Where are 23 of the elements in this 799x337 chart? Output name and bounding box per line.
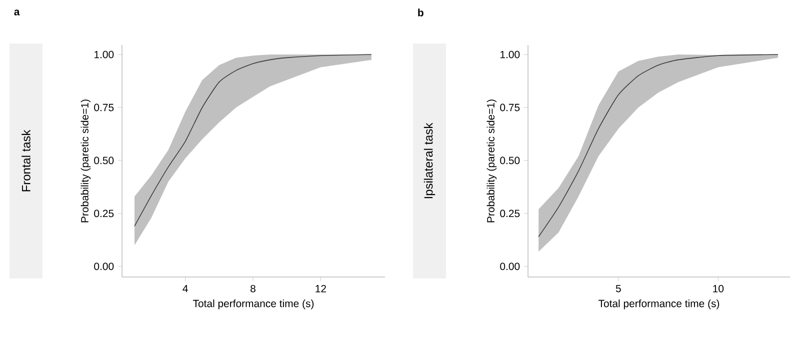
- y-tick-label: 0.00: [94, 262, 114, 270]
- x-axis-title: Total performance time (s): [598, 300, 720, 310]
- y-axis-title: Probability (paretic side=1): [486, 100, 497, 222]
- x-tick-label: 4: [182, 284, 188, 292]
- text: Frontal task: [22, 130, 30, 192]
- y-tick-label: 0.25: [500, 210, 520, 218]
- y-axis-title: Probability (paretic side=1): [80, 100, 91, 222]
- y-tick-label: 0.50: [94, 156, 114, 164]
- y-tick-label: 1.00: [94, 50, 114, 58]
- x-tick-label: 12: [316, 284, 326, 292]
- x-tick-label: 10: [713, 284, 724, 292]
- y-tick-label: 0.75: [94, 104, 114, 112]
- y-tick-label: 1.00: [500, 50, 520, 58]
- text: Ipsilateral task: [424, 122, 436, 198]
- x-tick-label: 8: [250, 284, 256, 292]
- y-tick-label: 0.50: [500, 156, 520, 164]
- y-tick-label: 0.75: [500, 104, 520, 112]
- text: b: [418, 8, 424, 16]
- text: a: [14, 10, 20, 16]
- x-tick-label: 5: [616, 284, 621, 292]
- y-tick-label: 0.00: [500, 262, 520, 270]
- y-tick-label: 0.25: [94, 210, 114, 218]
- x-axis-title: Total performance time (s): [192, 300, 314, 310]
